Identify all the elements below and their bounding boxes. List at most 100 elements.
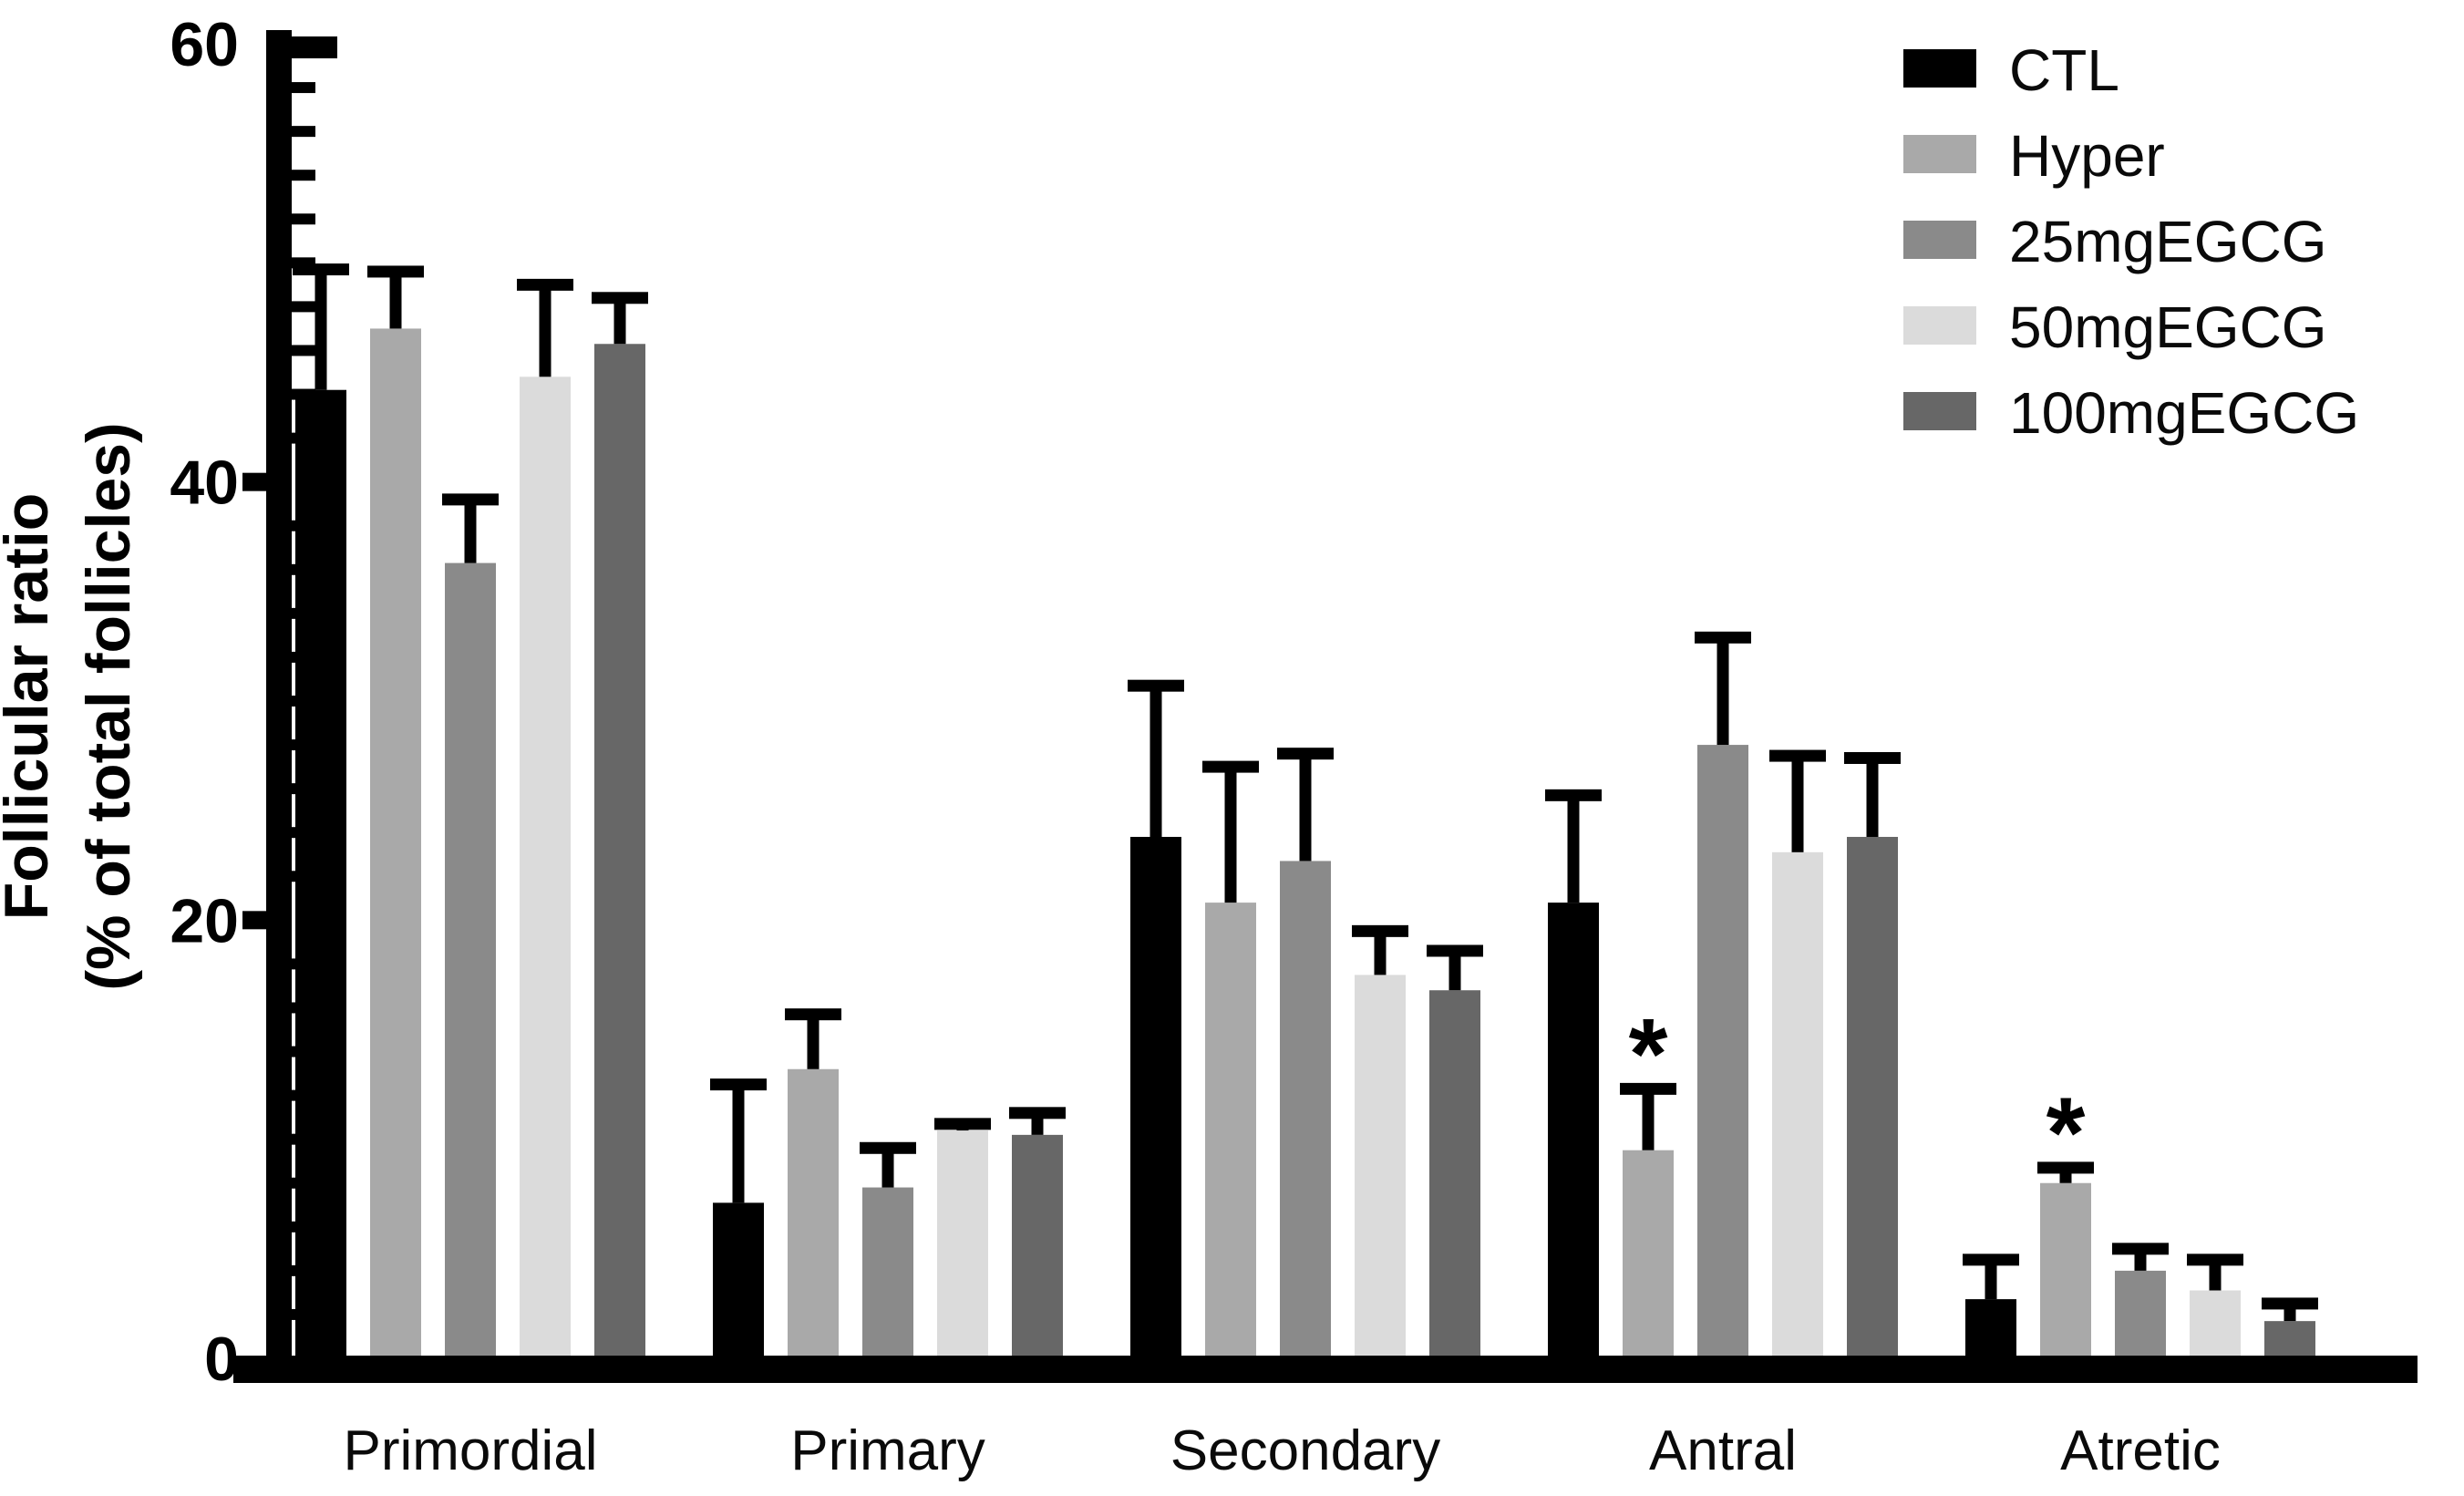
y-axis-minor-tick xyxy=(292,696,315,707)
error-bar-cap-25mgegcg-primordial xyxy=(442,493,499,506)
error-bar-cap-ctl-atretic xyxy=(1963,1254,2019,1266)
y-axis-minor-tick xyxy=(292,432,315,444)
legend-label-100mgegcg: 100mgEGCG xyxy=(2009,380,2359,446)
legend-swatch-100mgegcg xyxy=(1903,392,1976,430)
bar-ctl-secondary xyxy=(1130,837,1181,1367)
error-bar-stem-25mgegcg-secondary xyxy=(1299,753,1312,861)
x-axis-label-primordial: Primordial xyxy=(343,1419,597,1482)
x-axis-label-atretic: Atretic xyxy=(2060,1419,2221,1482)
x-axis-label-primary: Primary xyxy=(790,1419,985,1482)
y-axis-minor-tick xyxy=(292,1133,315,1145)
error-bar-cap-25mgegcg-antral xyxy=(1695,631,1751,644)
error-bar-cap-hyper-primary xyxy=(785,1008,841,1021)
error-bar-stem-ctl-antral xyxy=(1567,795,1580,903)
error-bar-cap-100mgegcg-primordial xyxy=(592,292,648,304)
error-bar-cap-50mgegcg-secondary xyxy=(1352,924,1408,937)
error-bar-cap-25mgegcg-atretic xyxy=(2112,1243,2169,1255)
error-bar-stem-100mgegcg-antral xyxy=(1866,758,1879,838)
error-bar-cap-25mgegcg-secondary xyxy=(1277,748,1334,760)
error-bar-stem-25mgegcg-primordial xyxy=(464,499,477,563)
error-bar-stem-ctl-primordial xyxy=(314,269,327,390)
y-axis-minor-tick xyxy=(292,651,315,663)
bar-100mgegcg-primary xyxy=(1012,1134,1063,1367)
y-axis-label-line2: (% of total follicles) xyxy=(74,422,143,990)
error-bar-stem-ctl-primary xyxy=(732,1084,745,1203)
error-bar-cap-ctl-primary xyxy=(710,1078,767,1091)
bar-hyper-primary xyxy=(788,1068,839,1367)
y-axis-minor-tick xyxy=(292,213,315,225)
error-bar-cap-100mgegcg-secondary xyxy=(1427,944,1483,957)
y-axis-minor-tick xyxy=(292,1177,315,1189)
y-axis-minor-tick xyxy=(292,257,315,269)
y-axis-minor-tick xyxy=(292,958,315,970)
y-axis-minor-tick xyxy=(292,827,315,839)
error-bar-stem-100mgegcg-primordial xyxy=(613,297,626,345)
error-bar-stem-25mgegcg-primary xyxy=(881,1148,894,1188)
y-axis-minor-tick xyxy=(292,520,315,531)
bar-ctl-antral xyxy=(1548,903,1599,1367)
bar-hyper-antral xyxy=(1623,1150,1674,1367)
error-bar-stem-ctl-atretic xyxy=(1985,1259,1997,1300)
bar-25mgegcg-primordial xyxy=(445,562,496,1367)
y-axis-minor-tick xyxy=(292,563,315,575)
bar-50mgegcg-atretic xyxy=(2190,1290,2241,1367)
y-axis-tick-label-20: 20 xyxy=(170,886,239,955)
legend-swatch-25mgegcg xyxy=(1903,221,1976,259)
bar-hyper-secondary xyxy=(1205,903,1256,1367)
bar-50mgegcg-secondary xyxy=(1355,975,1406,1367)
x-axis-label-secondary: Secondary xyxy=(1170,1419,1440,1482)
y-axis-minor-tick xyxy=(292,739,315,751)
y-axis-minor-tick xyxy=(292,170,315,181)
bar-ctl-primary xyxy=(713,1202,764,1367)
error-bar-stem-hyper-antral xyxy=(1642,1088,1655,1150)
error-bar-cap-hyper-antral xyxy=(1620,1082,1676,1095)
bar-ctl-atretic xyxy=(1965,1299,2016,1367)
legend-label-ctl: CTL xyxy=(2009,37,2119,103)
error-bar-stem-hyper-primordial xyxy=(389,271,402,329)
bar-25mgegcg-primary xyxy=(862,1187,913,1367)
error-bar-stem-hyper-secondary xyxy=(1224,767,1237,903)
y-axis-minor-tick xyxy=(292,1264,315,1276)
y-axis-minor-tick xyxy=(292,1089,315,1101)
bar-50mgegcg-primary xyxy=(937,1130,988,1367)
y-axis-minor-tick xyxy=(292,1221,315,1233)
plot-area: * * 0 20 40 60 Primordial Primary Secondary Antra… xyxy=(170,10,2418,1482)
error-bar-stem-25mgegcg-antral xyxy=(1717,637,1729,746)
error-bar-cap-100mgegcg-atretic xyxy=(2262,1297,2318,1310)
bar-100mgegcg-antral xyxy=(1847,837,1898,1367)
y-axis-tick-label-40: 40 xyxy=(170,449,239,518)
error-bar-cap-hyper-primordial xyxy=(367,265,424,278)
bar-25mgegcg-atretic xyxy=(2115,1270,2166,1367)
y-axis-tick-label-0: 0 xyxy=(204,1325,239,1394)
significance-asterisk-hyper-antral: * xyxy=(1629,998,1668,1110)
bar-100mgegcg-secondary xyxy=(1429,990,1480,1367)
y-axis-minor-tick xyxy=(292,345,315,356)
error-bar-cap-25mgegcg-primary xyxy=(860,1141,916,1154)
bar-25mgegcg-secondary xyxy=(1280,861,1331,1367)
error-bar-cap-50mgegcg-primary xyxy=(934,1118,991,1130)
error-bar-stem-50mgegcg-antral xyxy=(1791,756,1804,852)
y-axis-minor-tick xyxy=(292,1002,315,1014)
legend-swatch-hyper xyxy=(1903,135,1976,173)
legend-label-hyper: Hyper xyxy=(2009,123,2165,189)
error-bar-cap-ctl-antral xyxy=(1545,789,1602,801)
bar-50mgegcg-antral xyxy=(1772,851,1823,1367)
error-bar-cap-hyper-atretic xyxy=(2037,1161,2094,1174)
y-axis-major-tick xyxy=(242,911,266,930)
y-axis-line xyxy=(266,30,292,1383)
bar-hyper-primordial xyxy=(370,328,421,1367)
y-axis-minor-tick xyxy=(292,301,315,313)
y-axis-minor-tick xyxy=(292,1046,315,1058)
error-bar-cap-ctl-secondary xyxy=(1128,679,1184,692)
legend-swatch-ctl xyxy=(1903,49,1976,88)
error-bar-stem-100mgegcg-secondary xyxy=(1449,950,1461,991)
y-axis-minor-tick xyxy=(292,126,315,138)
bar-hyper-atretic xyxy=(2040,1182,2091,1367)
error-bar-cap-100mgegcg-antral xyxy=(1844,751,1901,764)
y-axis-major-tick xyxy=(242,472,266,491)
y-axis-top-tick xyxy=(292,36,337,58)
bar-50mgegcg-primordial xyxy=(520,377,571,1367)
bar-25mgegcg-antral xyxy=(1697,745,1748,1367)
